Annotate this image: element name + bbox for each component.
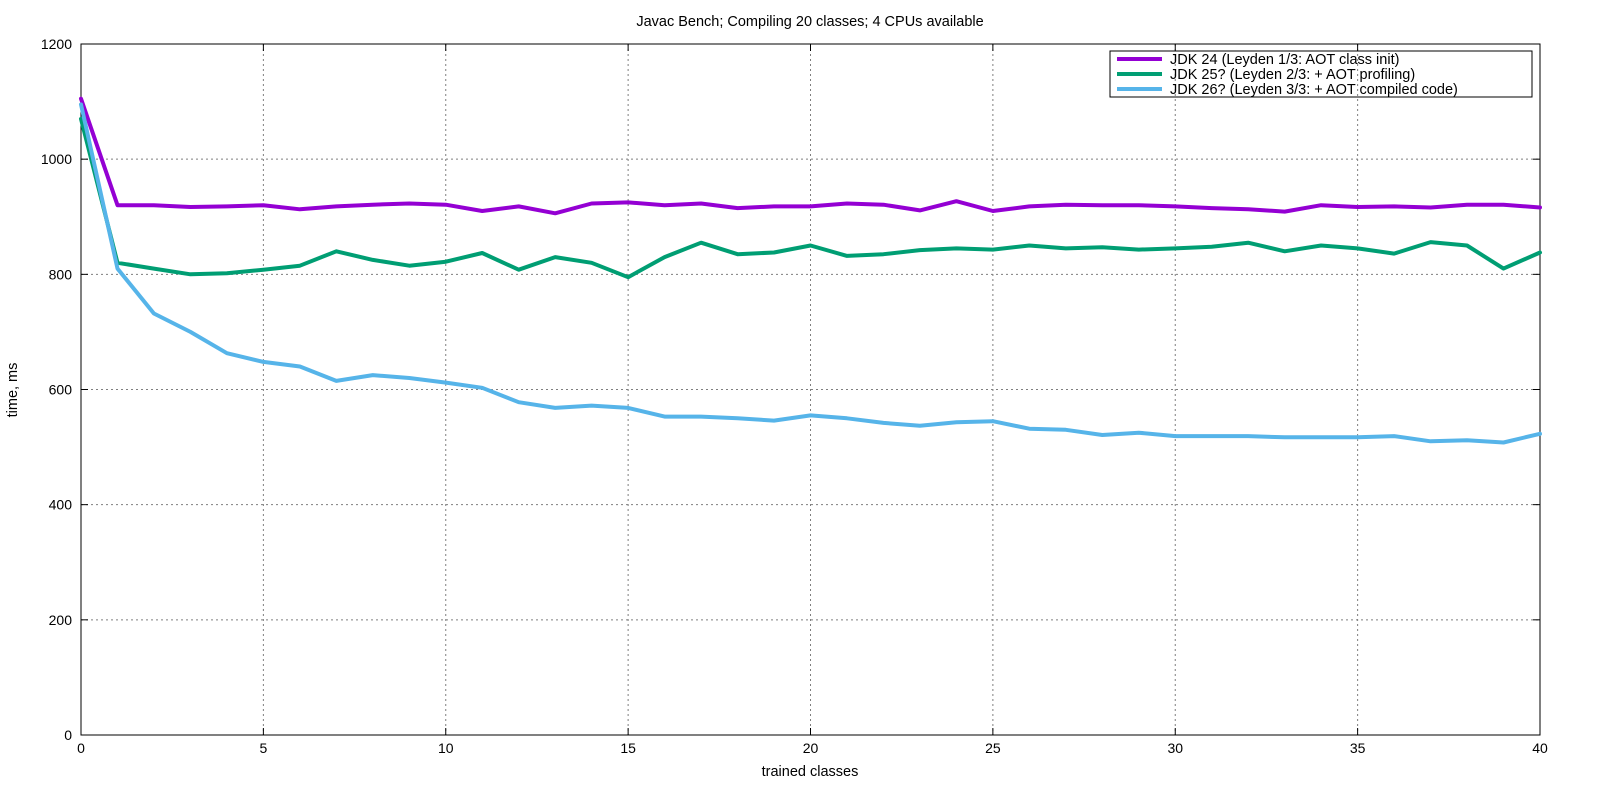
x-tick-label: 25 <box>985 740 1001 756</box>
legend-box <box>1109 50 1533 98</box>
series-line-1 <box>79 96 1542 216</box>
x-tick-label: 5 <box>259 740 267 756</box>
grid <box>81 44 1540 735</box>
x-tick-label: 10 <box>438 740 454 756</box>
y-tick-label: 800 <box>49 266 73 282</box>
x-tick-label: 30 <box>1167 740 1183 756</box>
y-axis-label: time, ms <box>5 363 21 418</box>
x-axis-label: trained classes <box>762 764 859 780</box>
chart-title: Javac Bench; Compiling 20 classes; 4 CPU… <box>636 14 983 30</box>
legend-entry: JDK 24 (Leyden 1/3: AOT class init) <box>1170 52 1399 68</box>
series-line-2 <box>79 116 1542 280</box>
y-tick-label: 1200 <box>41 36 72 52</box>
x-tick-label: 35 <box>1350 740 1366 756</box>
x-tick-label: 20 <box>803 740 819 756</box>
x-tick-label: 0 <box>77 740 85 756</box>
x-tick-label: 40 <box>1532 740 1548 756</box>
legend: JDK 24 (Leyden 1/3: AOT class init)JDK 2… <box>1109 50 1533 98</box>
legend-entry: JDK 25? (Leyden 2/3: + AOT profiling) <box>1170 67 1415 83</box>
y-tick-label: 200 <box>49 612 73 628</box>
series-lines <box>79 96 1542 445</box>
y-tick-label: 1000 <box>41 151 72 167</box>
y-tick-label: 0 <box>64 727 72 743</box>
y-tick-label: 400 <box>49 497 73 513</box>
y-tick-label: 600 <box>49 382 73 398</box>
legend-entry: JDK 26? (Leyden 3/3: + AOT compiled code… <box>1170 82 1458 98</box>
series-line-3 <box>79 102 1542 445</box>
x-tick-label: 15 <box>620 740 636 756</box>
